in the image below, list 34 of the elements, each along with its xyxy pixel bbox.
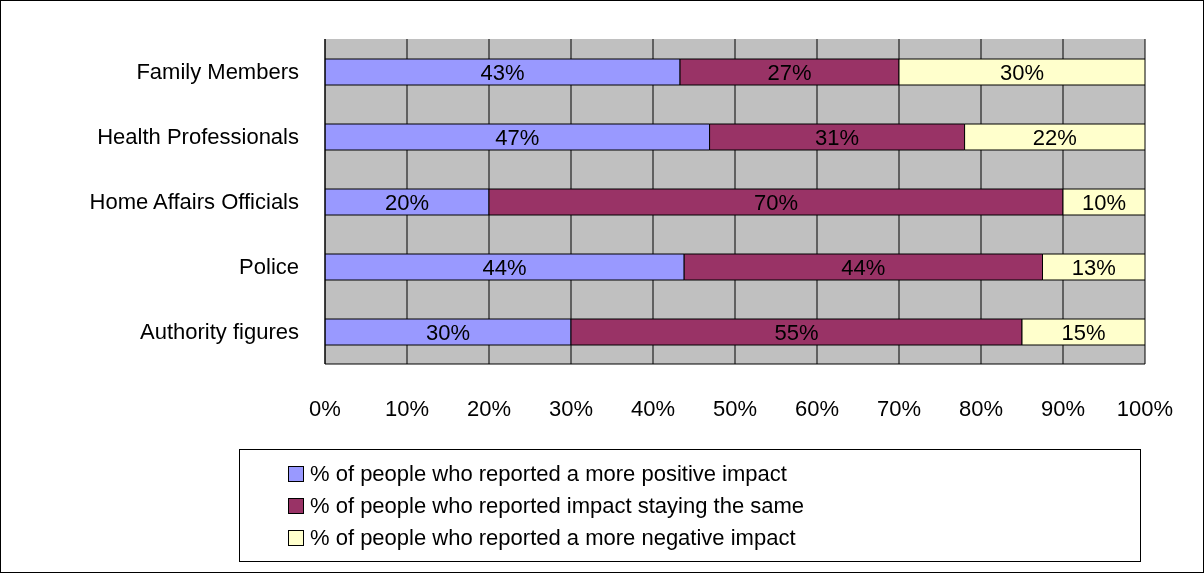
data-label: 30% — [999, 60, 1045, 85]
data-label: 31% — [815, 125, 860, 150]
x-tick-label: 0% — [309, 395, 341, 421]
data-label: 22% — [1032, 125, 1077, 150]
data-label: 47% — [495, 125, 540, 150]
legend-label: % of people who reported a more positive impact — [310, 459, 787, 488]
y-tick-label: Family Members — [136, 59, 299, 85]
data-label: 13% — [1071, 255, 1116, 280]
x-tick-label: 50% — [712, 395, 758, 421]
data-label: 20% — [384, 190, 430, 215]
legend-label: % of people who reported a more negative impact — [310, 523, 796, 552]
x-tick-label: 90% — [1040, 395, 1086, 421]
data-label: 44% — [841, 255, 886, 280]
data-label: 55% — [774, 320, 819, 345]
x-tick-label: 20% — [466, 395, 512, 421]
data-label: 27% — [767, 60, 812, 85]
x-tick-label: 60% — [794, 395, 840, 421]
x-tick-label: 40% — [630, 395, 676, 421]
data-label: 15% — [1061, 320, 1106, 345]
data-label: 44% — [482, 255, 527, 280]
x-tick-label: 100% — [1116, 395, 1174, 421]
y-tick-label: Authority figures — [140, 319, 299, 345]
x-tick-label: 30% — [548, 395, 594, 421]
x-tick-label: 70% — [876, 395, 922, 421]
y-tick-label: Health Professionals — [97, 124, 299, 150]
y-tick-label: Police — [239, 254, 299, 280]
x-tick-label: 80% — [958, 395, 1004, 421]
y-tick-label: Home Affairs Officials — [89, 189, 299, 215]
data-label: 70% — [753, 190, 799, 215]
legend-label: % of people who reported impact staying the same — [310, 491, 805, 520]
data-label: 30% — [425, 320, 471, 345]
x-tick-label: 10% — [384, 395, 430, 421]
data-label: 10% — [1081, 190, 1127, 215]
data-label: 43% — [480, 60, 525, 85]
